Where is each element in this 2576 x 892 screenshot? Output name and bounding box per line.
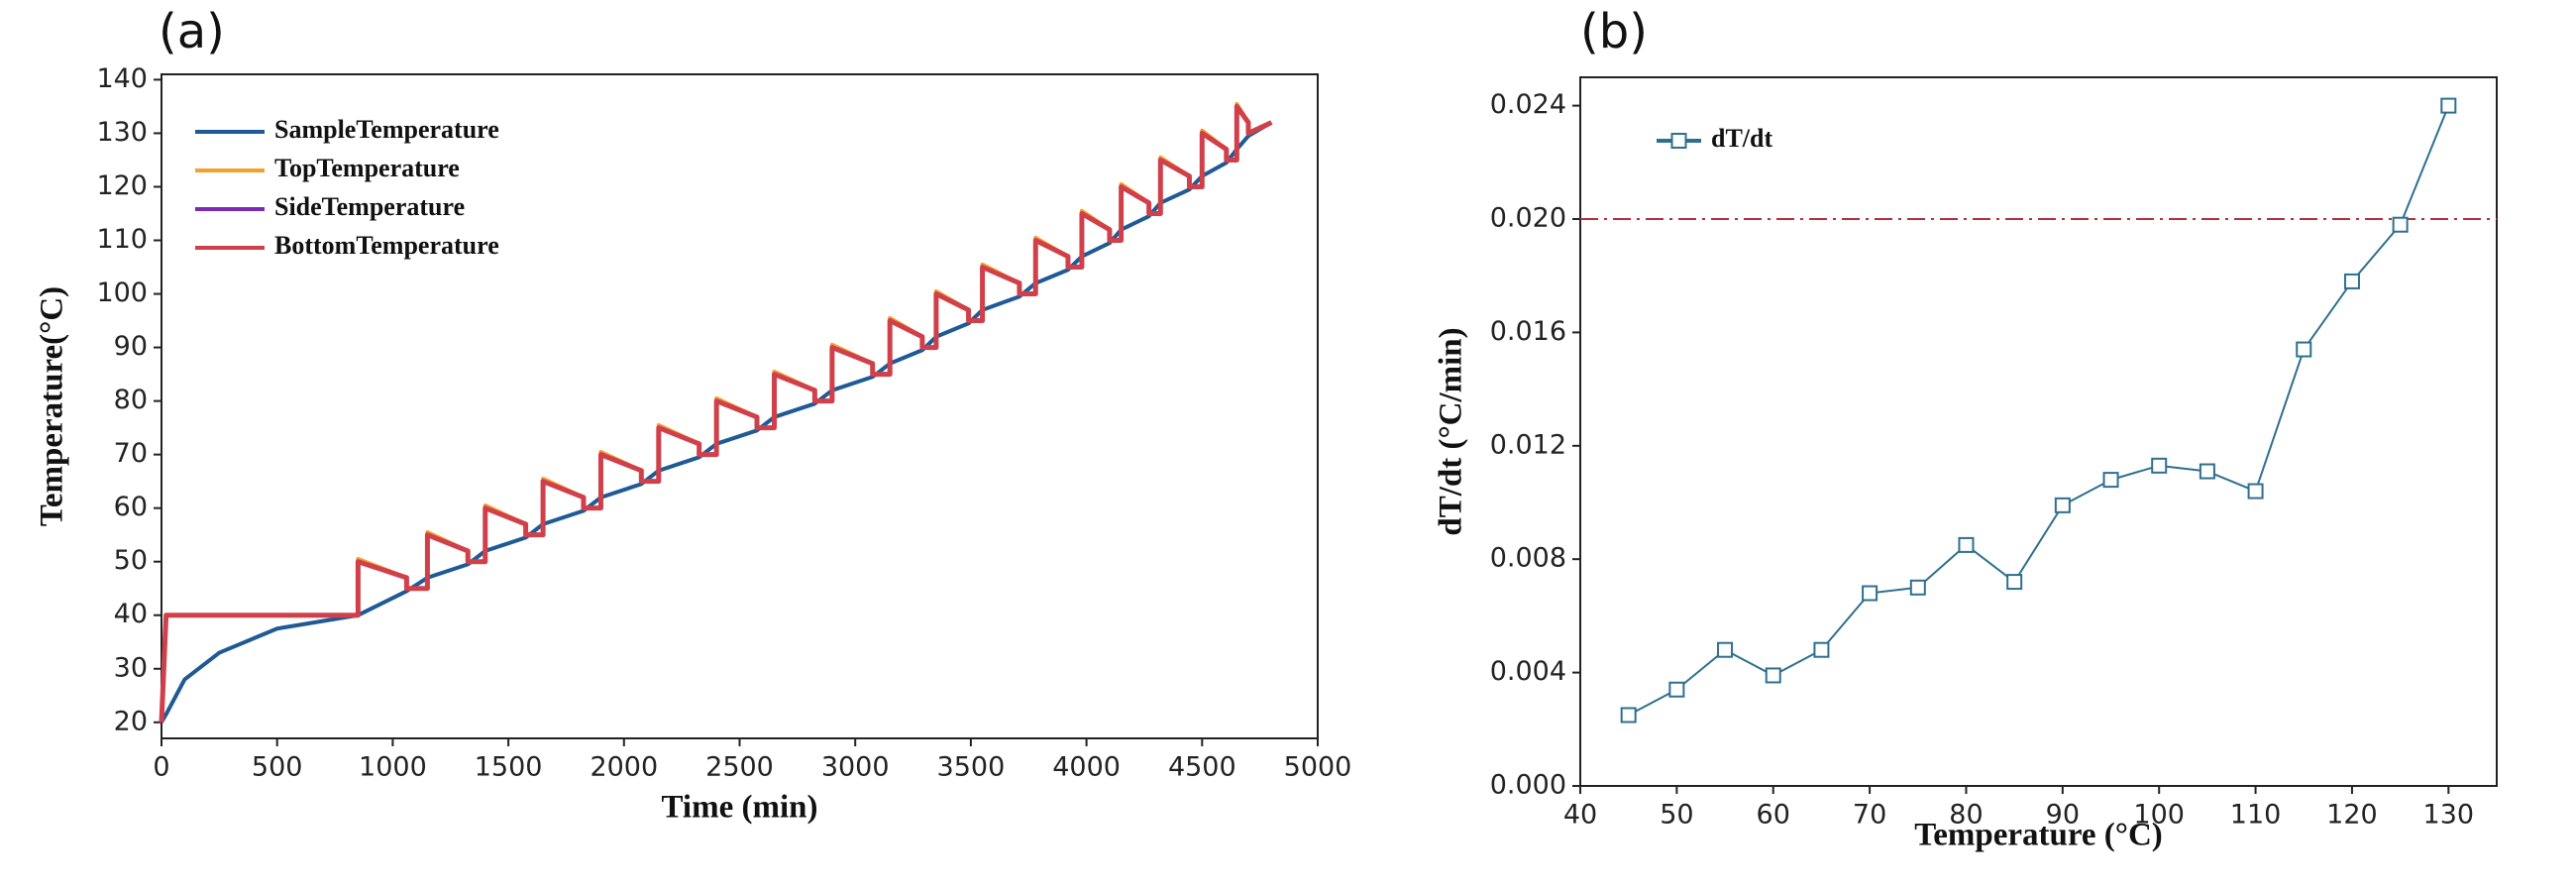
y-tick-label: 0.000 [1490,770,1566,801]
data-point [2151,457,2168,474]
y-tick-label: 30 [114,652,148,683]
y-tick-label: 20 [114,706,148,736]
y-tick-label: 90 [114,331,148,362]
x-tick-label: 90 [2046,800,2080,831]
series-line [1628,105,2450,717]
x-tick-label: 4500 [1168,752,1236,783]
x-tick-label: 1500 [475,752,543,783]
legend-marker [1670,133,1687,149]
y-tick-label: 140 [96,63,148,94]
x-tick-label: 4000 [1052,752,1121,783]
data-point [2392,216,2409,233]
legend-label: BottomTemperature [274,231,499,260]
x-tick-label: 2500 [705,752,774,783]
x-tick-label: 40 [1563,800,1597,831]
x-tick-label: 60 [1757,800,1790,831]
x-tick-label: 50 [1660,800,1693,831]
x-tick-label: 70 [1853,800,1886,831]
y-tick-label: 0.012 [1490,429,1566,460]
data-point [2006,574,2023,591]
y-axis-title: dT/dt (°C/min) [1434,327,1469,535]
data-point [1620,707,1637,724]
x-tick-label: 100 [2133,800,2185,831]
data-point [1909,579,1926,596]
legend-label: TopTemperature [274,154,460,182]
y-tick-label: 120 [96,170,148,201]
y-tick-label: 80 [114,385,148,415]
y-tick-label: 50 [114,545,148,576]
y-tick-label: 0.020 [1490,203,1566,234]
data-point [2199,463,2215,480]
y-tick-label: 60 [114,492,148,522]
y-tick-label: 130 [96,117,148,148]
y-tick-label: 0.016 [1490,316,1566,347]
x-tick-label: 0 [153,752,169,783]
data-point [2102,472,2119,489]
x-tick-label: 3000 [821,752,890,783]
data-point [1668,681,1685,698]
data-point [2247,483,2264,500]
y-tick-label: 70 [114,438,148,469]
data-point [2054,497,2071,513]
x-tick-label: 110 [2230,800,2282,831]
panel-label: (a) [159,4,225,59]
data-point [1717,641,1734,658]
y-tick-label: 110 [96,224,148,255]
y-tick-label: 100 [96,278,148,308]
x-tick-label: 2000 [590,752,658,783]
x-tick-label: 500 [252,752,303,783]
data-point [1813,641,1830,658]
x-axis-title: Time (min) [662,790,818,826]
data-point [2296,341,2312,358]
plot-frame [1579,76,2498,787]
x-axis-title: Temperature (°C) [1914,818,2163,853]
data-point [1765,667,1781,684]
x-tick-label: 3500 [937,752,1006,783]
data-point [2343,273,2360,289]
data-point [1958,536,1975,553]
series-line [159,103,1273,723]
data-point [1862,585,1878,602]
y-tick-label: 0.024 [1490,89,1566,120]
x-tick-label: 120 [2326,800,2378,831]
legend-label: SideTemperature [274,192,465,221]
x-tick-label: 130 [2423,800,2475,831]
y-tick-label: 0.004 [1490,656,1566,687]
legend-label: SampleTemperature [274,115,499,144]
y-tick-label: 40 [114,599,148,629]
x-tick-label: 1000 [359,752,427,783]
y-tick-label: 0.008 [1490,543,1566,574]
x-tick-label: 80 [1949,800,1983,831]
panel-label: (b) [1580,4,1648,59]
legend-label: dT/dt [1711,124,1772,153]
y-axis-title: Temperature(°C) [35,286,70,526]
x-tick-label: 5000 [1284,752,1352,783]
data-point [2440,97,2457,114]
